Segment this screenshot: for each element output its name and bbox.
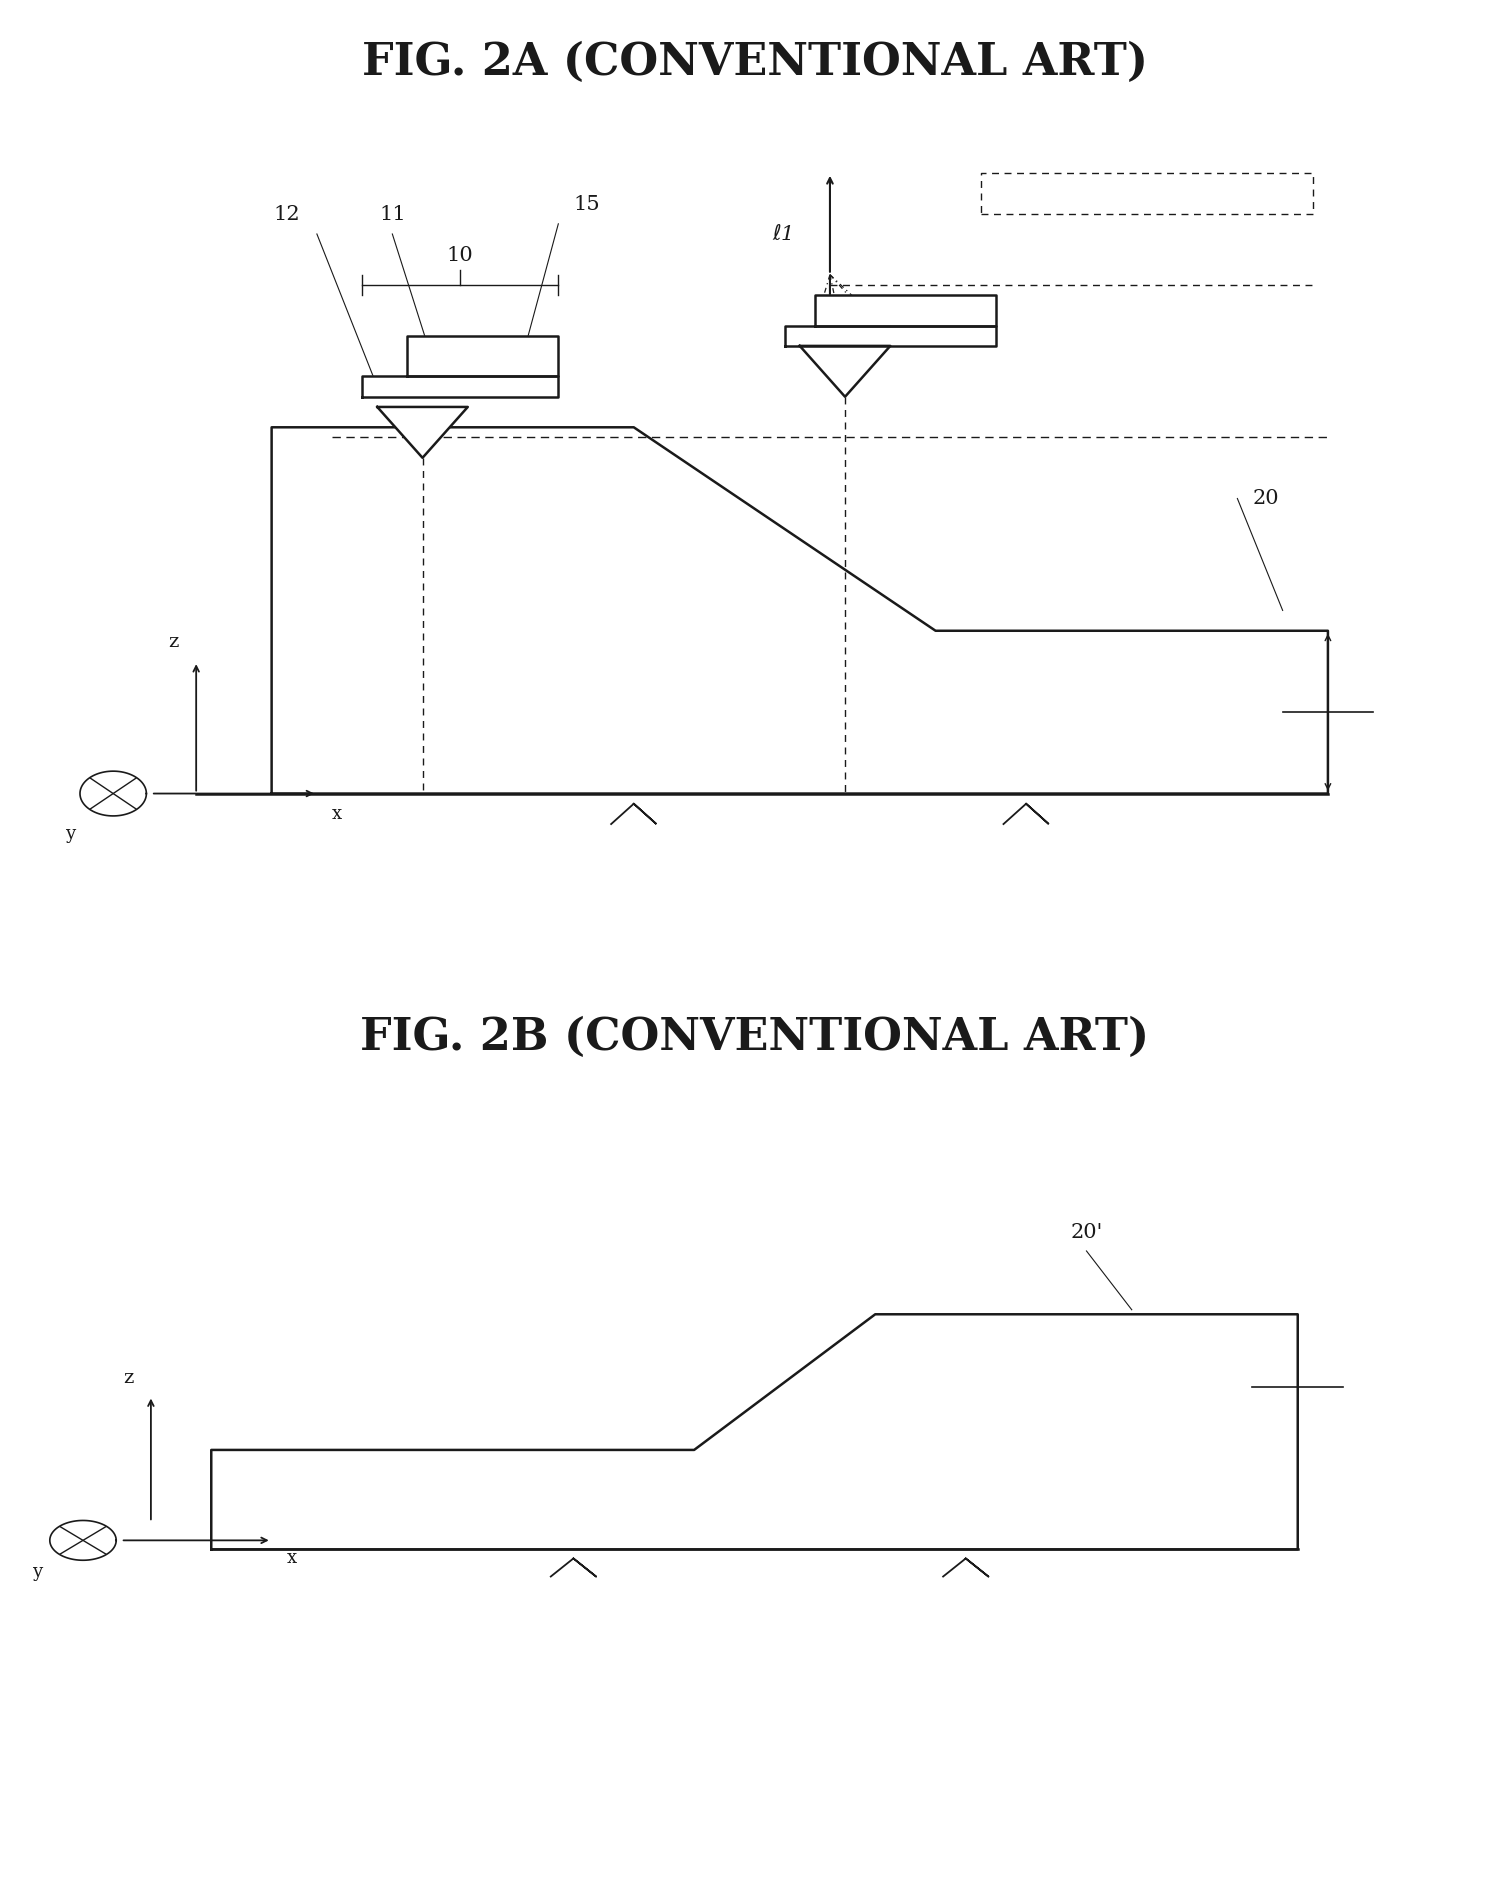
Polygon shape [272, 428, 1328, 793]
Text: 15: 15 [573, 194, 601, 213]
Text: 11: 11 [379, 205, 406, 224]
Polygon shape [211, 1315, 1298, 1549]
Text: $\ell$1: $\ell$1 [773, 224, 792, 245]
Text: 20': 20' [1070, 1223, 1103, 1242]
Text: z: z [124, 1368, 133, 1387]
Text: 10: 10 [447, 245, 474, 264]
Text: 20: 20 [1252, 490, 1280, 509]
Text: y: y [32, 1564, 42, 1581]
Text: FIG. 2A (CONVENTIONAL ART): FIG. 2A (CONVENTIONAL ART) [362, 41, 1147, 83]
Text: x: x [332, 804, 343, 823]
Text: z: z [169, 633, 178, 652]
Text: FIG. 2B (CONVENTIONAL ART): FIG. 2B (CONVENTIONAL ART) [361, 1015, 1148, 1059]
Text: y: y [65, 825, 75, 844]
Polygon shape [800, 347, 890, 398]
Text: x: x [287, 1549, 297, 1567]
Text: 12: 12 [273, 205, 300, 224]
Polygon shape [377, 407, 468, 458]
